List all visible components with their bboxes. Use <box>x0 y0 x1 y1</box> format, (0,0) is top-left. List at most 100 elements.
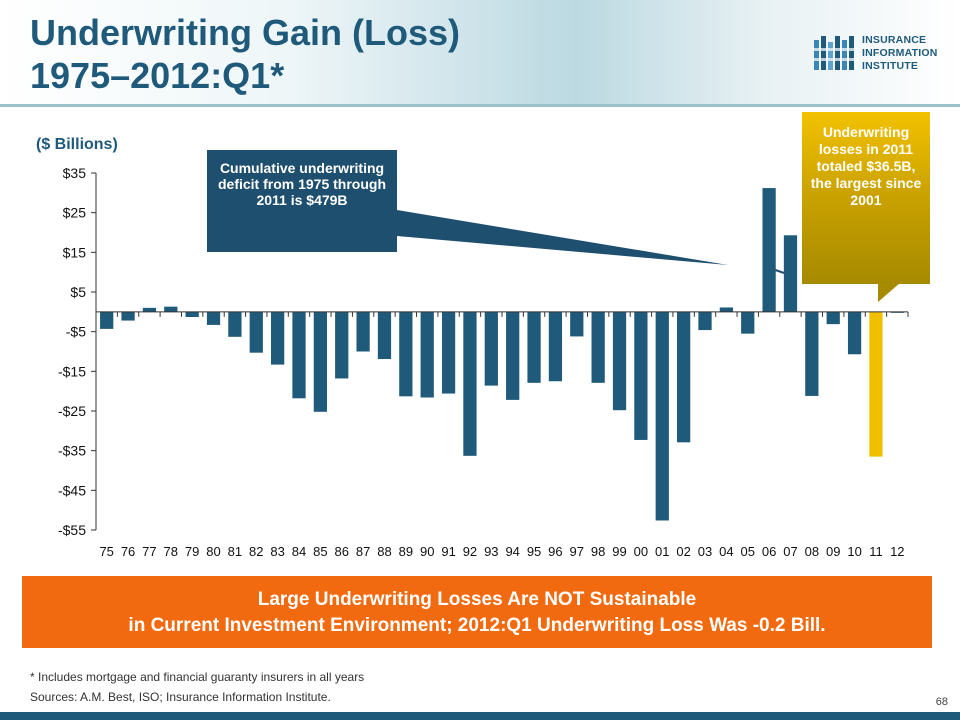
bar-07 <box>783 235 798 312</box>
bar-02 <box>677 311 691 443</box>
bar-80 <box>206 311 221 325</box>
y-tick-label: -$5 <box>66 324 86 340</box>
x-tick-label: 78 <box>164 544 178 559</box>
x-tick-label: 06 <box>762 544 776 559</box>
banner-line-1: Large Underwriting Losses Are NOT Sustai… <box>257 589 697 610</box>
x-tick-label: 98 <box>591 544 605 559</box>
x-tick-label: 09 <box>826 544 840 559</box>
sources-note: Sources: A.M. Best, ISO; Insurance Infor… <box>30 690 331 704</box>
x-tick-label: 93 <box>484 544 498 559</box>
page-title: Underwriting Gain (Loss) <box>30 12 461 53</box>
x-tick-label: 86 <box>335 544 349 559</box>
y-tick-label: -$35 <box>58 443 86 459</box>
bar-83 <box>271 311 285 365</box>
bar-06 <box>762 188 776 312</box>
bar-11 <box>869 311 883 457</box>
bar-96 <box>548 311 563 382</box>
x-tick-label: 05 <box>741 544 755 559</box>
bar-79 <box>185 311 199 317</box>
x-tick-label: 87 <box>356 544 370 559</box>
page-number: 68 <box>935 696 948 708</box>
iii-logo-mark-icon <box>812 36 858 70</box>
x-tick-label: 89 <box>399 544 413 559</box>
y-tick-label: $5 <box>70 284 86 300</box>
bar-84 <box>292 311 306 399</box>
x-tick-label: 85 <box>313 544 327 559</box>
bar-09 <box>826 311 840 325</box>
banner-line-2: in Current Investment Environment; 2012:… <box>128 615 826 636</box>
header-divider <box>0 104 960 107</box>
x-tick-label: 81 <box>228 544 242 559</box>
logo-text-line-2: INFORMATION <box>862 47 938 59</box>
bar-87 <box>356 311 370 352</box>
x-tick-label: 11 <box>869 544 883 559</box>
x-tick-label: 88 <box>377 544 391 559</box>
x-tick-label: 01 <box>655 544 669 559</box>
footnote: * Includes mortgage and financial guaran… <box>30 670 365 684</box>
x-tick-label: 99 <box>612 544 626 559</box>
y-tick-label: -$15 <box>58 363 86 379</box>
bar-92 <box>463 311 477 456</box>
y-tick-label: $25 <box>63 205 87 221</box>
bar-00 <box>634 311 648 440</box>
bar-03 <box>698 311 712 331</box>
bar-91 <box>441 311 456 394</box>
x-tick-label: 90 <box>420 544 434 559</box>
2011-losses-callout-text: Underwriting losses in 2011 totaled $36.… <box>810 124 922 208</box>
bar-81 <box>228 311 242 337</box>
x-tick-label: 03 <box>698 544 712 559</box>
y-axis-units-label: ($ Billions) <box>36 136 118 153</box>
y-tick-label: $15 <box>63 244 87 260</box>
bar-05 <box>741 311 755 334</box>
x-tick-label: 84 <box>292 544 306 559</box>
bar-88 <box>377 311 392 360</box>
bar-90 <box>420 311 434 398</box>
key-message-banner: Large Underwriting Losses Are NOT Sustai… <box>22 576 932 648</box>
iii-logo: INSURANCE INFORMATION INSTITUTE <box>812 34 952 74</box>
bar-77 <box>142 307 157 312</box>
y-tick-label: -$25 <box>58 403 86 419</box>
y-tick-label: -$45 <box>58 482 86 498</box>
bar-95 <box>527 311 541 383</box>
bar-94 <box>506 311 520 400</box>
x-tick-label: 77 <box>142 544 156 559</box>
bar-01 <box>655 311 669 521</box>
x-tick-label: 75 <box>99 544 113 559</box>
bar-98 <box>591 311 605 383</box>
bar-82 <box>249 311 263 353</box>
cumulative-deficit-callout: Cumulative underwriting deficit from 197… <box>207 150 397 252</box>
bar-97 <box>570 311 584 337</box>
logo-text-line-3: INSTITUTE <box>862 60 919 72</box>
bar-04 <box>719 307 733 312</box>
x-tick-label: 79 <box>185 544 199 559</box>
cumulative-deficit-callout-pointer <box>397 210 728 265</box>
bar-86 <box>335 311 349 379</box>
x-tick-label: 82 <box>249 544 263 559</box>
x-tick-label: 07 <box>783 544 797 559</box>
2011-losses-callout: Underwriting losses in 2011 totaled $36.… <box>802 112 930 284</box>
bar-99 <box>612 311 627 411</box>
x-tick-label: 76 <box>121 544 135 559</box>
bottom-bar <box>0 712 960 720</box>
bar-10 <box>847 311 862 355</box>
x-tick-label: 96 <box>548 544 562 559</box>
y-tick-label: $35 <box>63 165 87 181</box>
bar-89 <box>399 311 413 397</box>
x-tick-label: 91 <box>441 544 455 559</box>
x-tick-label: 92 <box>463 544 477 559</box>
x-tick-label: 12 <box>890 544 904 559</box>
x-tick-label: 95 <box>527 544 541 559</box>
bar-08 <box>805 311 819 396</box>
bar-85 <box>313 311 327 412</box>
cumulative-deficit-callout-text: Cumulative underwriting deficit from 197… <box>217 160 387 208</box>
x-tick-label: 08 <box>805 544 819 559</box>
x-tick-label: 80 <box>206 544 220 559</box>
page-subtitle: 1975–2012:Q1* <box>30 55 285 96</box>
2011-losses-callout-pointer <box>878 283 900 302</box>
x-tick-label: 10 <box>847 544 861 559</box>
bar-75 <box>100 311 114 329</box>
x-tick-label: 94 <box>505 544 519 559</box>
bar-93 <box>484 311 498 386</box>
x-tick-label: 00 <box>634 544 648 559</box>
bar-78 <box>164 306 178 312</box>
